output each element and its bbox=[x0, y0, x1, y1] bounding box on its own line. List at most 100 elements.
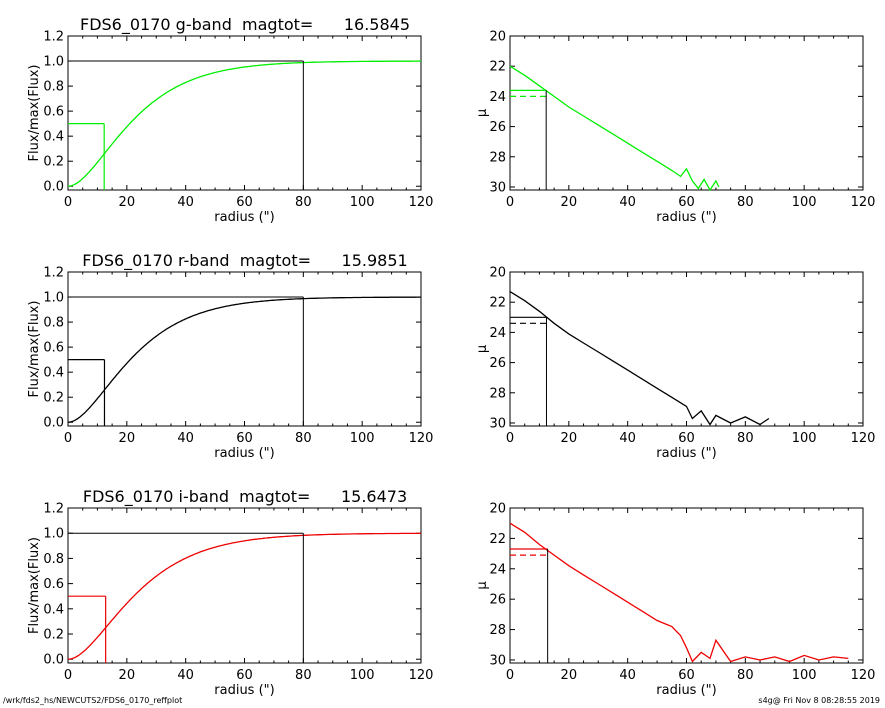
panel-g-growth: 0 20 40 60 80 100 120 0.0 0.2 0.4 0.6 0.8 1.0 1.2 radi… bbox=[27, 15, 433, 225]
x-tick-label: 80 bbox=[295, 195, 312, 210]
y-axis-label: Flux/max(Flux) bbox=[27, 65, 42, 162]
plot-frame bbox=[509, 271, 864, 427]
x-tick-label: 120 bbox=[409, 431, 434, 446]
plot-frame bbox=[67, 271, 422, 427]
x-tick-label: 40 bbox=[619, 431, 636, 446]
x-tick-label: 120 bbox=[851, 195, 876, 210]
data-line bbox=[509, 522, 849, 663]
x-tick-label: 80 bbox=[295, 668, 312, 683]
x-tick-label: 40 bbox=[619, 195, 636, 210]
x-tick-label: 100 bbox=[792, 668, 817, 683]
data-line bbox=[509, 291, 770, 426]
x-tick-label: 20 bbox=[119, 668, 136, 683]
panel-r-profile: 0 20 40 60 80 100 120 20 22 24 26 28 30 radius (") μ bbox=[475, 266, 875, 462]
x-tick-label: 100 bbox=[792, 195, 817, 210]
panel-r-growth: 0 20 40 60 80 100 120 0.0 0.2 0.4 0.6 0.8 1.0 1.2 radi… bbox=[27, 251, 433, 461]
y-tick-label: 0.2 bbox=[43, 155, 64, 170]
x-tick-label: 60 bbox=[678, 431, 695, 446]
data-line bbox=[67, 296, 421, 423]
y-axis-label: Flux/max(Flux) bbox=[27, 301, 42, 398]
footer-timestamp: s4g@ Fri Nov 8 08:28:55 2019 bbox=[758, 696, 880, 705]
x-tick-label: 60 bbox=[236, 195, 253, 210]
y-tick-label: 0.2 bbox=[43, 628, 64, 643]
x-tick-label: 100 bbox=[792, 431, 817, 446]
y-tick-label: 24 bbox=[489, 90, 506, 105]
plot-frame bbox=[509, 35, 864, 191]
y-tick-label: 28 bbox=[489, 386, 506, 401]
y-tick-label: 0.0 bbox=[43, 653, 64, 668]
x-tick-label: 80 bbox=[737, 668, 754, 683]
data-line bbox=[67, 532, 421, 660]
x-tick-label: 80 bbox=[737, 431, 754, 446]
x-tick-label: 80 bbox=[295, 431, 312, 446]
y-tick-label: 22 bbox=[489, 532, 506, 547]
y-tick-label: 0.0 bbox=[43, 180, 64, 195]
x-tick-label: 120 bbox=[851, 668, 876, 683]
y-tick-label: 0.6 bbox=[43, 341, 64, 356]
x-tick-label: 20 bbox=[119, 431, 136, 446]
y-tick-label: 30 bbox=[489, 180, 506, 195]
y-tick-label: 26 bbox=[489, 356, 506, 371]
x-tick-label: 100 bbox=[350, 195, 375, 210]
x-tick-label: 100 bbox=[350, 668, 375, 683]
y-tick-label: 28 bbox=[489, 623, 506, 638]
x-tick-label: 120 bbox=[851, 431, 876, 446]
x-tick-label: 60 bbox=[678, 668, 695, 683]
plot-frame bbox=[67, 507, 422, 664]
y-tick-label: 20 bbox=[489, 266, 506, 281]
x-tick-label: 120 bbox=[409, 668, 434, 683]
x-tick-label: 40 bbox=[177, 668, 194, 683]
x-axis-label: radius (") bbox=[214, 446, 274, 461]
data-line bbox=[509, 65, 720, 192]
x-tick-label: 40 bbox=[177, 195, 194, 210]
panel-i-growth: 0 20 40 60 80 100 120 0.0 0.2 0.4 0.6 0.8 1.0 1.2 radi… bbox=[27, 487, 433, 698]
y-tick-label: 1.2 bbox=[43, 502, 64, 517]
y-tick-label: 24 bbox=[489, 562, 506, 577]
plot-frame bbox=[67, 35, 422, 191]
y-tick-label: 20 bbox=[489, 30, 506, 45]
x-tick-label: 60 bbox=[236, 431, 253, 446]
x-tick-label: 100 bbox=[350, 431, 375, 446]
x-tick-label: 20 bbox=[561, 431, 578, 446]
y-tick-label: 26 bbox=[489, 120, 506, 135]
x-axis-label: radius (") bbox=[214, 210, 274, 225]
y-tick-label: 0.0 bbox=[43, 416, 64, 431]
chart-title: FDS6_0170 i-band magtot= 15.6473 bbox=[83, 487, 407, 507]
x-tick-label: 60 bbox=[236, 668, 253, 683]
y-tick-label: 1.0 bbox=[43, 55, 64, 70]
y-tick-label: 1.2 bbox=[43, 30, 64, 45]
x-tick-label: 20 bbox=[561, 668, 578, 683]
y-tick-label: 30 bbox=[489, 653, 506, 668]
y-axis-label: μ bbox=[475, 345, 490, 353]
y-tick-label: 0.2 bbox=[43, 391, 64, 406]
x-tick-label: 120 bbox=[409, 195, 434, 210]
data-line bbox=[67, 60, 421, 187]
footer-path: /wrk/fds2_hs/NEWCUTS2/FDS6_0170_reffplot bbox=[3, 696, 183, 705]
y-tick-label: 0.4 bbox=[43, 602, 64, 617]
x-tick-label: 0 bbox=[506, 668, 514, 683]
x-tick-label: 40 bbox=[619, 668, 636, 683]
y-tick-label: 20 bbox=[489, 502, 506, 517]
y-tick-label: 1.2 bbox=[43, 266, 64, 281]
y-axis-label: μ bbox=[475, 581, 490, 589]
panel-g-profile: 0 20 40 60 80 100 120 20 22 24 26 28 30 radius (") μ bbox=[475, 30, 875, 226]
x-axis-label: radius (") bbox=[656, 446, 716, 461]
x-tick-label: 20 bbox=[561, 195, 578, 210]
y-axis-label: Flux/max(Flux) bbox=[27, 537, 42, 634]
y-tick-label: 22 bbox=[489, 296, 506, 311]
y-tick-label: 26 bbox=[489, 593, 506, 608]
y-tick-label: 30 bbox=[489, 416, 506, 431]
x-tick-label: 60 bbox=[678, 195, 695, 210]
x-axis-label: radius (") bbox=[656, 210, 716, 225]
x-tick-label: 0 bbox=[64, 431, 72, 446]
x-tick-label: 20 bbox=[119, 195, 136, 210]
chart-title: FDS6_0170 r-band magtot= 15.9851 bbox=[82, 251, 407, 271]
y-tick-label: 0.8 bbox=[43, 552, 64, 567]
x-tick-label: 40 bbox=[177, 431, 194, 446]
chart-title: FDS6_0170 g-band magtot= 16.5845 bbox=[80, 15, 410, 35]
y-tick-label: 0.6 bbox=[43, 577, 64, 592]
y-tick-label: 1.0 bbox=[43, 527, 64, 542]
y-tick-label: 24 bbox=[489, 326, 506, 341]
x-tick-label: 0 bbox=[506, 431, 514, 446]
